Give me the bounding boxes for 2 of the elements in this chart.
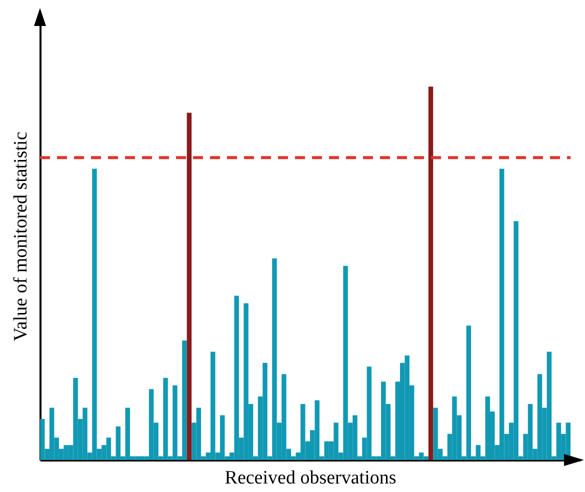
- y-axis-title: Value of monitored statistic: [10, 132, 32, 342]
- x-axis-title: Received observations: [224, 468, 396, 488]
